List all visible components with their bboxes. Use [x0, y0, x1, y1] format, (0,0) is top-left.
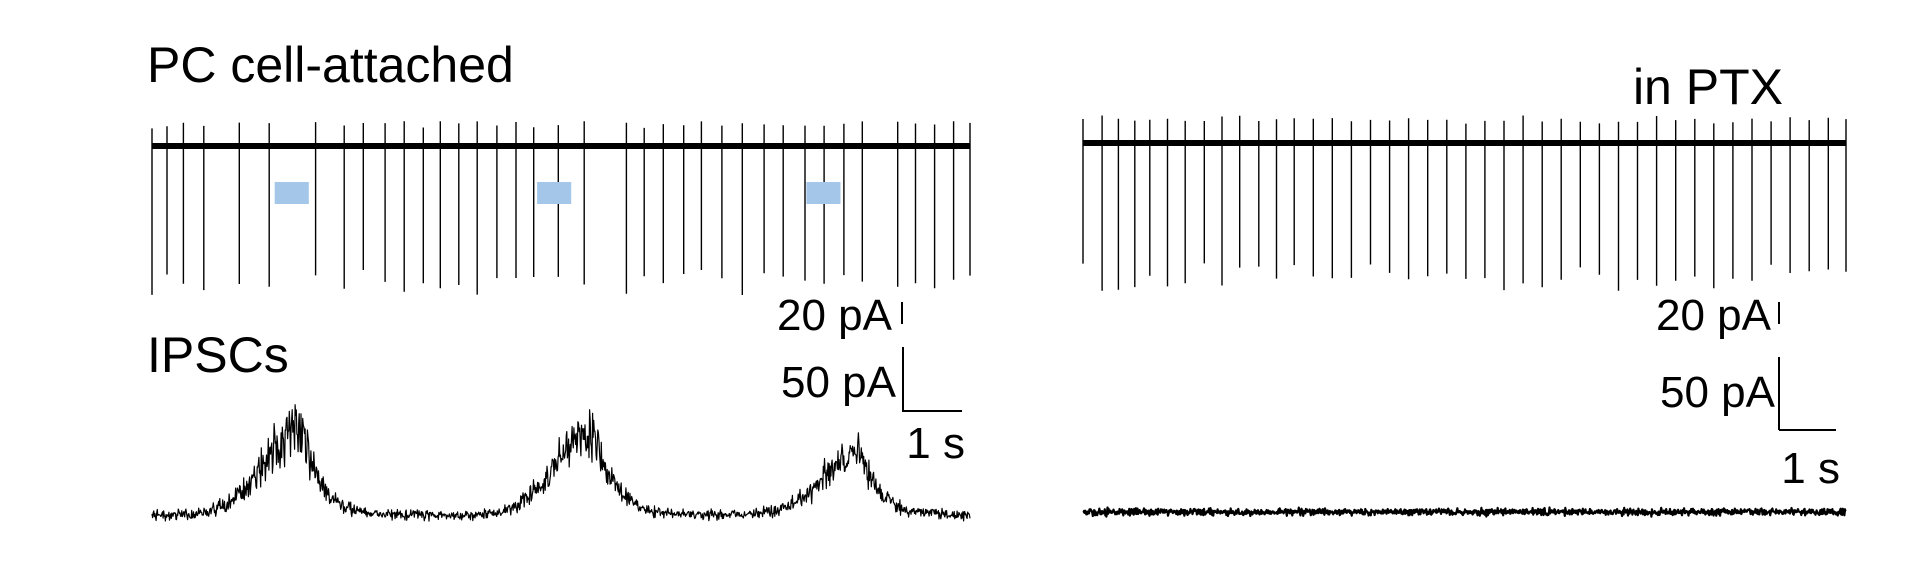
- condition-label-ptx: in PTX: [1633, 59, 1783, 115]
- scale-label-current: 50 pA: [781, 358, 897, 407]
- ipsc-trace-line: [1082, 506, 1847, 518]
- stimulus-2: [806, 182, 841, 204]
- spike-trace-control: [151, 121, 971, 295]
- ipsc-trace-control: [151, 404, 971, 522]
- panel-control: PC cell-attached IPSCs 20 pA 50 pA 1 s: [147, 37, 971, 522]
- scale-label-current: 50 pA: [1660, 368, 1776, 417]
- panel-ptx: in PTX 20 pA 50 pA 1 s: [1082, 59, 1847, 518]
- scale-label-time: 1 s: [1781, 444, 1840, 493]
- scale-label-spikes: 20 pA: [1656, 291, 1772, 340]
- stimulus-1: [537, 182, 572, 204]
- trace-label-ipscs: IPSCs: [147, 327, 289, 383]
- scale-bars-control: 20 pA 50 pA 1 s: [777, 291, 965, 468]
- ipsc-trace-ptx: [1082, 506, 1847, 518]
- scale-bars-ptx: 20 pA 50 pA 1 s: [1656, 291, 1840, 493]
- scale-label-time: 1 s: [906, 419, 965, 468]
- spike-trace-ptx: [1082, 115, 1847, 291]
- stimulus-0: [274, 182, 309, 204]
- light-stimuli: [274, 182, 841, 204]
- scale-label-spikes: 20 pA: [777, 291, 893, 340]
- trace-label-cell-attached: PC cell-attached: [147, 37, 514, 93]
- ipsc-trace-line: [151, 404, 971, 522]
